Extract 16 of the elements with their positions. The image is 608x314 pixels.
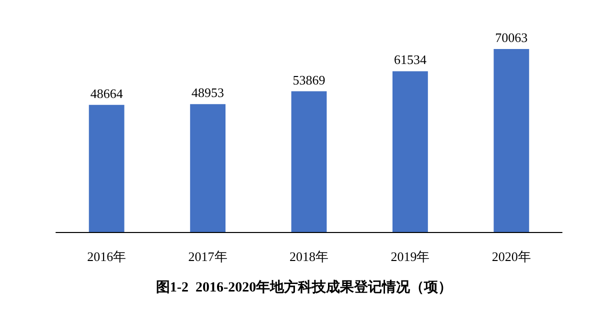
bar <box>392 71 428 232</box>
text: 图1-2 2016-2020年地方科技成果登记情况（项） <box>156 278 452 296</box>
bar <box>494 48 530 232</box>
x-tick-label: 2016年 <box>87 249 126 264</box>
data-label: 53869 <box>292 72 326 88</box>
data-label: 61534 <box>394 52 427 68</box>
data-label: 48953 <box>192 85 224 100</box>
bar <box>291 91 327 232</box>
data-label: 48664 <box>90 86 124 101</box>
x-tick-label: 2017年 <box>188 249 228 264</box>
x-tick-label: 2019年 <box>390 249 430 264</box>
bar <box>88 104 124 232</box>
x-tick-label: 2018年 <box>290 249 328 264</box>
data-label: 70063 <box>495 30 528 45</box>
bar <box>190 104 226 232</box>
x-tick-label: 2020年 <box>492 249 531 264</box>
